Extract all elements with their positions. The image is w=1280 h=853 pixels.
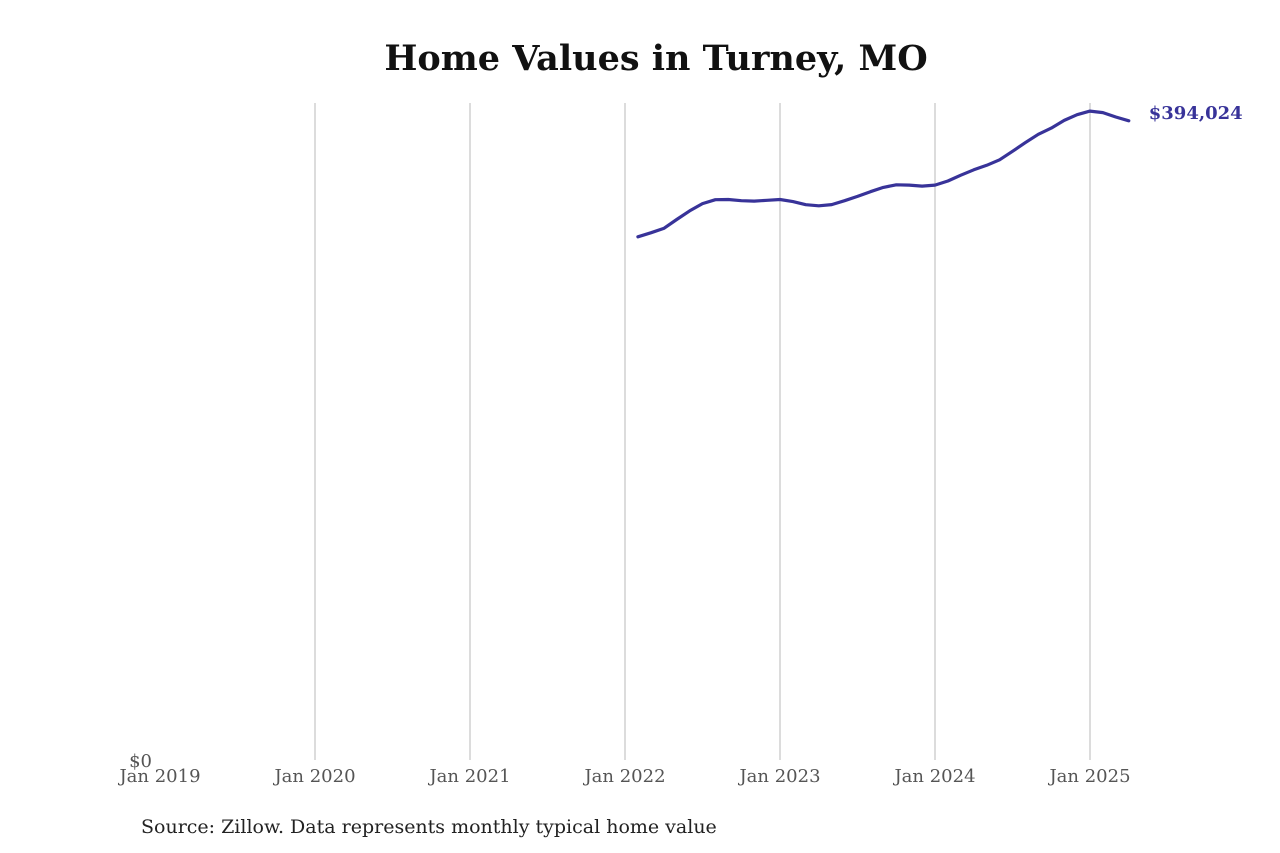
x-tick-label-2021: Jan 2021 [427, 766, 510, 787]
home-value-line [636, 109, 1131, 239]
x-tick-label-2024: Jan 2024 [892, 766, 975, 787]
x-tick-label-2023: Jan 2023 [737, 766, 820, 787]
x-tick-label-2022: Jan 2022 [582, 766, 665, 787]
x-axis-tick-labels: Jan 2019 Jan 2020 Jan 2021 Jan 2022 Jan 2023… [117, 766, 1130, 787]
end-value-labels: $394,024 [1149, 103, 1243, 124]
x-tick-label-2025: Jan 2025 [1047, 766, 1130, 787]
latest-value-label: $394,024 [1149, 103, 1243, 124]
x-tick-label-2019: Jan 2019 [117, 766, 200, 787]
x-tick-label-2020: Jan 2020 [272, 766, 355, 787]
y-axis-tick-labels: $0 [129, 751, 152, 772]
chart-title: Home Values in Turney, MO [384, 38, 928, 79]
y-tick-label-0: $0 [129, 751, 152, 772]
gridlines [314, 103, 1091, 760]
source-note: Source: Zillow. Data represents monthly … [141, 816, 717, 838]
series-lines [636, 109, 1131, 239]
